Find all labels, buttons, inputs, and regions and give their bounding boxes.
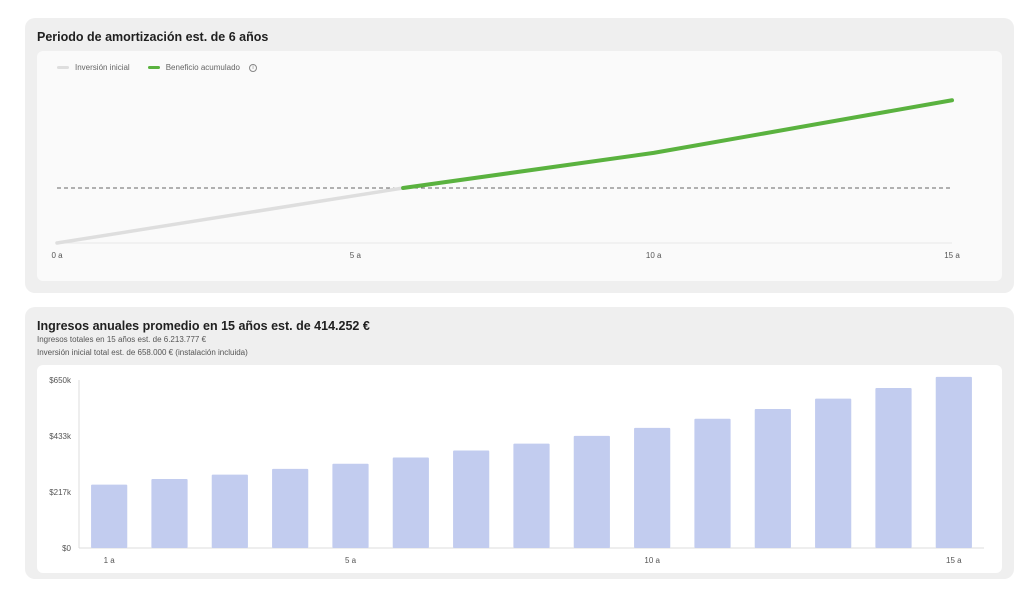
payback-chart-panel: Inversión inicial Beneficio acumulado i … <box>37 51 1002 281</box>
series-line-accumulated-benefit <box>401 98 954 191</box>
series-line-initial-investment <box>55 186 405 245</box>
bar-11-a <box>694 418 731 548</box>
y-tick-label: $650k <box>49 376 72 385</box>
x-tick-label: 5 a <box>350 251 362 260</box>
x-tick-label: 0 a <box>51 251 63 260</box>
legend-label-initial: Inversión inicial <box>75 63 130 72</box>
income-total-line: Ingresos totales en 15 años est. de 6.21… <box>37 335 207 344</box>
bar-3-a <box>211 474 248 548</box>
payback-title: Periodo de amortización est. de 6 años <box>37 30 269 44</box>
income-bar-chart: $0 $217k $433k $650k 1 a 5 a 10 a 15 a <box>49 376 984 565</box>
x-tick-label: 10 a <box>644 556 660 565</box>
income-investment-line: Inversión inicial total est. de 658.000 … <box>37 348 248 357</box>
y-tick-label: $0 <box>62 544 71 553</box>
legend-label-accumulated: Beneficio acumulado <box>165 63 240 72</box>
info-icon[interactable]: i <box>248 63 257 72</box>
x-tick-label: 15 a <box>946 556 962 565</box>
legend-item-initial: Inversión inicial <box>57 63 130 72</box>
income-title: Ingresos anuales promedio en 15 años est… <box>37 319 370 333</box>
legend-item-accumulated: Beneficio acumulado i <box>147 63 257 72</box>
bar-12-a <box>754 408 791 548</box>
x-tick-label: 10 a <box>646 251 662 260</box>
bar-10-a <box>634 427 671 548</box>
bar-2-a <box>151 478 188 548</box>
bar-15-a <box>935 376 972 548</box>
legend-swatch-accumulated <box>147 66 160 69</box>
payback-card: Periodo de amortización est. de 6 años I… <box>25 18 1014 293</box>
bar-8-a <box>513 443 550 548</box>
bar-13-a <box>815 398 852 548</box>
bar-14-a <box>875 388 912 548</box>
bar-5-a <box>332 463 369 548</box>
bar-1-a <box>91 484 128 548</box>
legend-swatch-initial <box>57 66 69 69</box>
income-card: Ingresos anuales promedio en 15 años est… <box>25 307 1014 579</box>
y-tick-label: $433k <box>49 432 72 441</box>
x-tick-label: 1 a <box>104 556 116 565</box>
bar-4-a <box>272 468 309 548</box>
bar-9-a <box>573 435 610 548</box>
income-chart-panel: $0 $217k $433k $650k 1 a 5 a 10 a 15 a <box>37 365 1002 573</box>
payback-line-chart: 0 a 5 a 10 a 15 a <box>51 98 960 260</box>
payback-legend: Inversión inicial Beneficio acumulado i <box>57 63 257 72</box>
x-tick-label: 15 a <box>944 251 960 260</box>
bar-6-a <box>392 457 429 548</box>
bar-7-a <box>453 450 490 548</box>
x-tick-label: 5 a <box>345 556 357 565</box>
y-tick-label: $217k <box>49 488 72 497</box>
